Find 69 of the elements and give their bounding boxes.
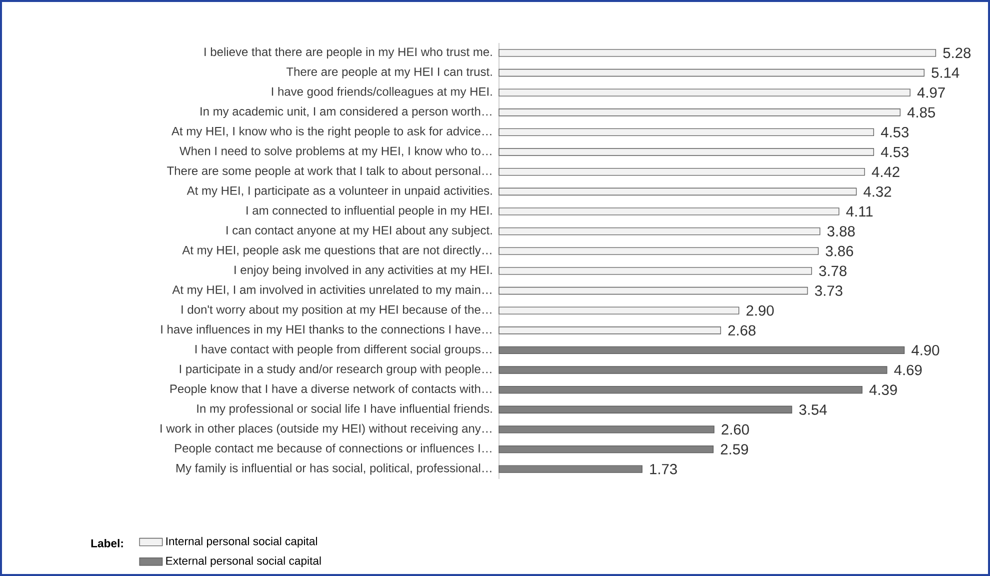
- bar: [498, 208, 840, 216]
- data-label: 3.86: [826, 246, 854, 256]
- legend-label: External personal social capital: [166, 556, 321, 568]
- bar: [498, 227, 820, 236]
- data-label: 5.14: [932, 68, 960, 78]
- data-label: 4.53: [880, 127, 909, 138]
- y-tick-label: I have good friends/colleagues at my HEI.: [272, 86, 492, 98]
- bar: [498, 326, 721, 334]
- data-label: 2.68: [728, 325, 756, 336]
- y-tick-label: I believe that there are people in my HEI who trust me.: [204, 47, 492, 59]
- bar: [498, 168, 865, 176]
- data-label: 3.78: [819, 266, 846, 276]
- data-label: 4.90: [912, 345, 940, 356]
- y-tick-label: In my professional or social life I have influential friends.: [197, 404, 492, 416]
- y-tick-label: People know that I have a diverse network of contacts with…: [170, 384, 492, 396]
- bar: [498, 346, 905, 354]
- data-label: 3.54: [799, 404, 827, 415]
- y-tick-label: People contact me because of connections or influences I…: [175, 444, 492, 455]
- y-tick-label: I am connected to influential people in my HEI.: [246, 206, 492, 218]
- bar: [498, 108, 900, 116]
- bar: [498, 286, 808, 295]
- data-label: 4.53: [880, 146, 909, 158]
- legend-label: Internal personal social capital: [166, 536, 317, 548]
- y-tick-label: I can contact anyone at my HEI about any subject.: [226, 226, 492, 237]
- bar: [498, 49, 936, 57]
- y-tick-label: When I need to solve problems at my HEI, I know who to…: [180, 146, 492, 158]
- bar: [498, 445, 714, 454]
- data-label: 2.59: [720, 444, 748, 454]
- y-tick-label: I work in other places (outside my HEI) without receiving any…: [160, 424, 492, 436]
- legend-title: Label:: [91, 538, 123, 548]
- y-tick-label: My family is influential or has social, political, professional…: [176, 464, 492, 475]
- bar: [498, 465, 642, 473]
- y-tick-label: At my HEI, I am involved in activities unrelated to my main…: [172, 285, 492, 296]
- bar: [498, 128, 874, 136]
- y-tick-label: There are people at my HEI I can trust.: [286, 67, 492, 78]
- data-label: 4.32: [864, 186, 892, 197]
- bar: [498, 426, 714, 434]
- data-label: 1.73: [650, 464, 677, 474]
- y-tick-label: In my academic unit, I am considered a person worth…: [200, 106, 492, 118]
- data-label: 4.69: [894, 364, 922, 376]
- data-label: 2.90: [746, 305, 774, 316]
- y-tick-label: At my HEI, I know who is the right people to ask for advice…: [172, 126, 492, 138]
- bar: [498, 406, 792, 414]
- bar: [498, 366, 888, 374]
- bar: [498, 386, 862, 394]
- y-tick-label: I don't worry about my position at my HEI because of the…: [182, 304, 492, 316]
- bar: [498, 247, 819, 255]
- data-label: 4.11: [846, 206, 873, 217]
- y-tick-label: At my HEI, people ask me questions that are not directly…: [182, 246, 492, 257]
- bar: [498, 68, 924, 77]
- data-label: 4.42: [872, 166, 900, 177]
- y-tick-label: At my HEI, I participate as a volunteer in unpaid activities.: [186, 186, 492, 198]
- data-label: 5.28: [943, 48, 971, 58]
- bar: [498, 306, 740, 314]
- data-label: 4.97: [917, 87, 945, 98]
- y-tick-label: I enjoy being involved in any activities at my HEI.: [234, 265, 492, 277]
- bar: [498, 267, 812, 275]
- bar: [498, 188, 857, 196]
- y-tick-label: I have contact with people from different social groups…: [195, 344, 492, 356]
- y-tick-label: I participate in a study and/or research group with people…: [180, 364, 492, 376]
- data-label: 4.85: [907, 107, 935, 118]
- y-tick-label: I have influences in my HEI thanks to the connections I have…: [161, 324, 492, 336]
- data-label: 2.60: [722, 424, 749, 435]
- y-tick-label: There are some people at work that I talk to about personal…: [167, 166, 492, 178]
- data-label: 3.88: [827, 226, 855, 236]
- bar: [498, 148, 874, 156]
- bar: [498, 88, 910, 96]
- data-label: 4.39: [869, 384, 897, 396]
- data-label: 3.73: [815, 286, 842, 296]
